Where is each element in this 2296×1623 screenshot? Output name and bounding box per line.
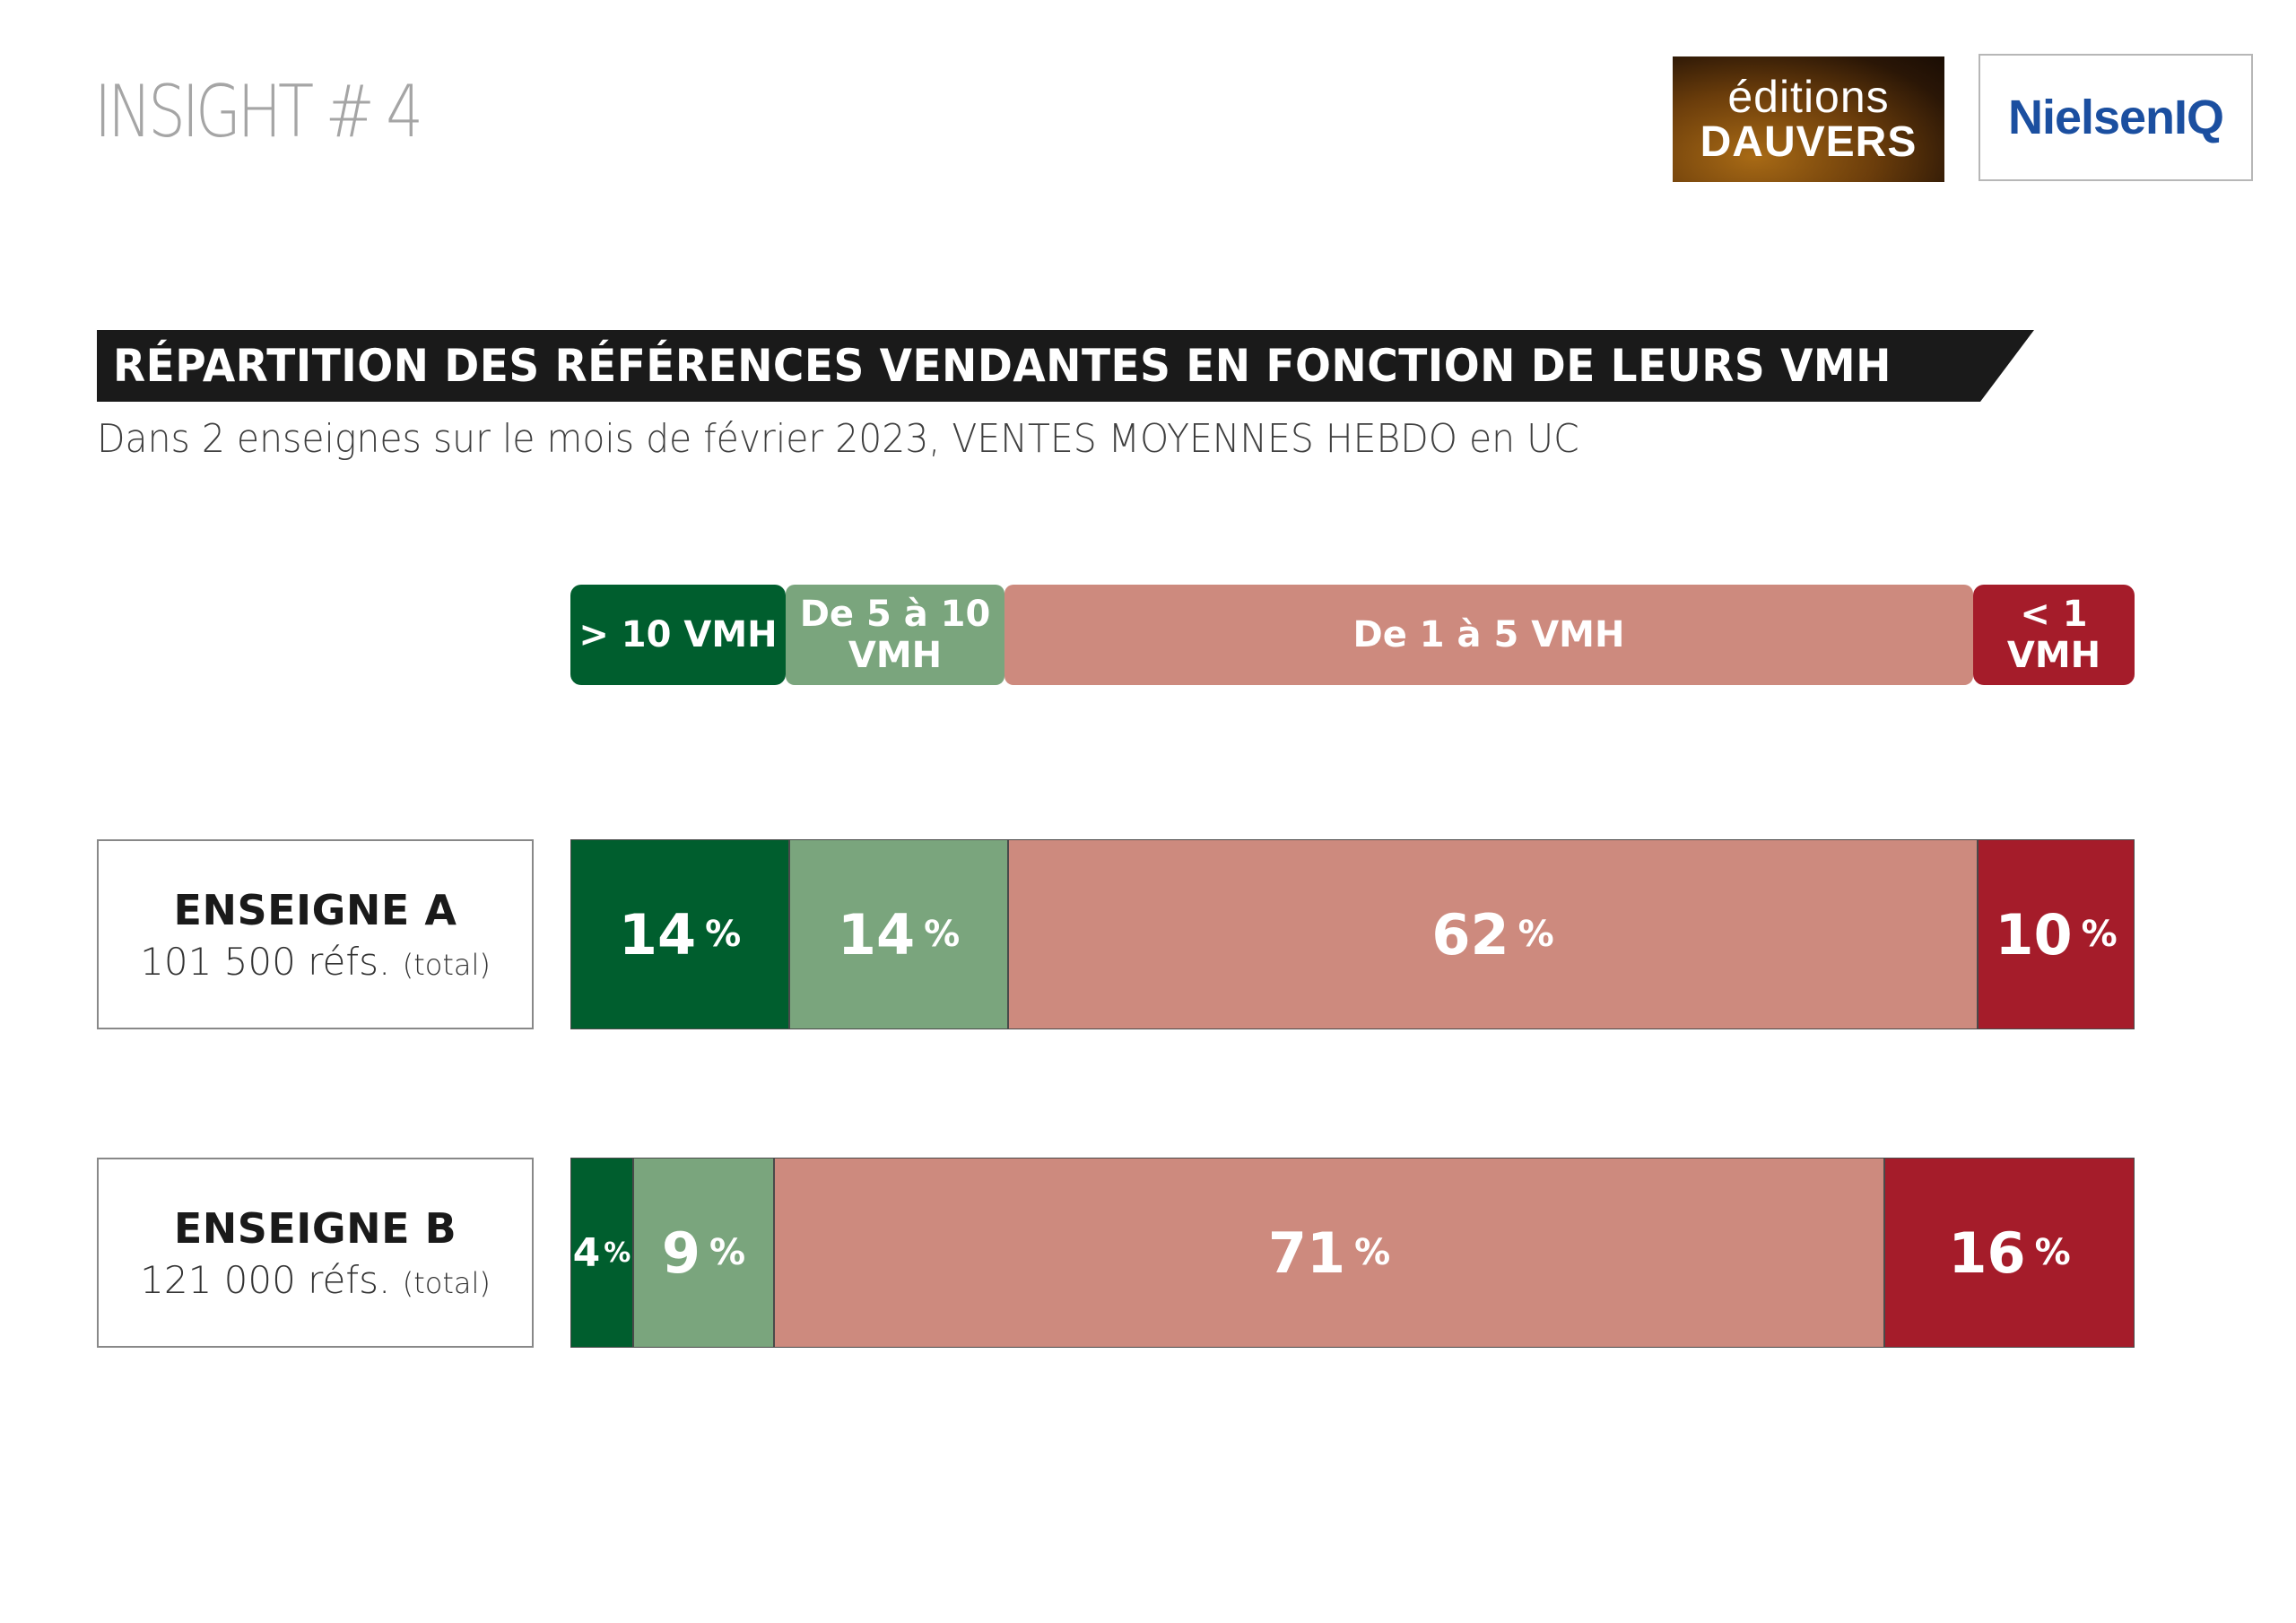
legend-item-4: < 1 VMH <box>1973 585 2135 685</box>
legend-item-2: De 5 à 10 VMH <box>786 585 1004 685</box>
stacked-bar-1: 14% 14% 62% 10% <box>570 839 2135 1029</box>
category-refs: 121 000 réfs. (total) <box>140 1257 491 1302</box>
category-name: ENSEIGNE A <box>173 885 457 934</box>
bar-segment: 62% <box>1008 839 1978 1029</box>
data-label: 14 <box>837 901 916 968</box>
category-label-1: ENSEIGNE A 101 500 réfs. (total) <box>97 839 534 1029</box>
data-label: 4 <box>572 1229 601 1276</box>
chart-title-banner: RÉPARTITION DES RÉFÉRENCES VENDANTES EN … <box>97 330 2034 402</box>
category-label-2: ENSEIGNE B 121 000 réfs. (total) <box>97 1158 534 1348</box>
chart-title: RÉPARTITION DES RÉFÉRENCES VENDANTES EN … <box>113 340 1892 392</box>
legend-item-1: > 10 VMH <box>570 585 786 685</box>
category-name: ENSEIGNE B <box>173 1203 457 1253</box>
dauvers-logo-line1: éditions <box>1727 72 1890 122</box>
stacked-bar-2: 4% 9% 71% 16% <box>570 1158 2135 1348</box>
insight-heading: INSIGHT # 4 <box>94 70 423 153</box>
data-label: 16 <box>1948 1219 2026 1286</box>
data-label: 71 <box>1267 1219 1346 1286</box>
legend: > 10 VMH De 5 à 10 VMH De 1 à 5 VMH < 1 VMH <box>570 585 2135 685</box>
legend-item-3: De 1 à 5 VMH <box>1004 585 1973 685</box>
bar-segment: 9% <box>633 1158 774 1348</box>
bar-segment: 71% <box>774 1158 1884 1348</box>
data-label: 62 <box>1431 901 1509 968</box>
chart-subtitle: Dans 2 enseignes sur le mois de février … <box>97 416 1579 462</box>
title-banner-shape <box>97 330 2034 402</box>
bar-segment: 14% <box>570 839 789 1029</box>
dauvers-logo: éditions DAUVERS <box>1673 56 1944 182</box>
bar-segment: 14% <box>789 839 1008 1029</box>
nielseniq-logo: NielsenIQ <box>1979 54 2253 181</box>
category-refs: 101 500 réfs. (total) <box>140 939 491 984</box>
bar-segment: 4% <box>570 1158 633 1348</box>
dauvers-logo-line2: DAUVERS <box>1700 118 1918 166</box>
bar-segment: 16% <box>1884 1158 2135 1348</box>
bar-segment: 10% <box>1978 839 2135 1029</box>
data-label: 9 <box>661 1219 701 1286</box>
data-label: 14 <box>618 901 697 968</box>
data-label: 10 <box>1995 901 2073 968</box>
